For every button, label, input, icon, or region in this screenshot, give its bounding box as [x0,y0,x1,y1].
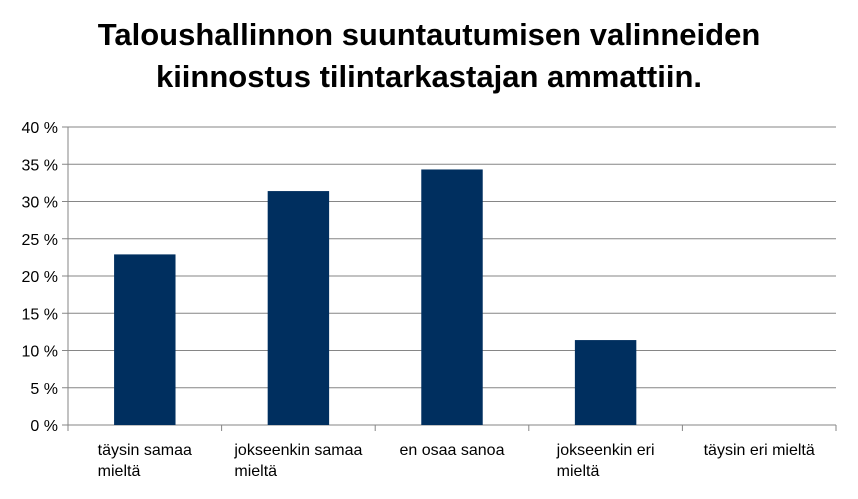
y-tick-label: 0 % [30,418,58,435]
y-tick-label: 5 % [30,381,58,398]
chart-title: Taloushallinnon suuntautumisen valinneid… [0,14,858,98]
x-tick-label: täysin eri mieltä [704,442,815,459]
y-tick-label: 25 % [22,232,58,249]
x-tick-label: jokseenkin eri mieltä [556,442,655,480]
bar [114,254,176,425]
bar [574,340,637,425]
x-tick-label: jokseenkin samaa mieltä [233,442,362,480]
bar [421,169,483,425]
y-tick-label: 15 % [22,306,58,323]
y-tick-label: 35 % [22,157,58,174]
y-tick-label: 40 % [22,120,58,137]
x-tick-label: täysin samaa mieltä [98,442,192,480]
y-tick-label: 20 % [22,269,58,286]
y-tick-label: 30 % [22,195,58,212]
y-tick-label: 10 % [22,344,58,361]
chart-title-line-2: kiinnostus tilintarkastajan ammattiin. [155,59,703,94]
bar [267,191,330,425]
x-tick-label: en osaa sanoa [400,442,505,459]
chart-title-line-1: Taloushallinnon suuntautumisen valinneid… [97,17,761,52]
